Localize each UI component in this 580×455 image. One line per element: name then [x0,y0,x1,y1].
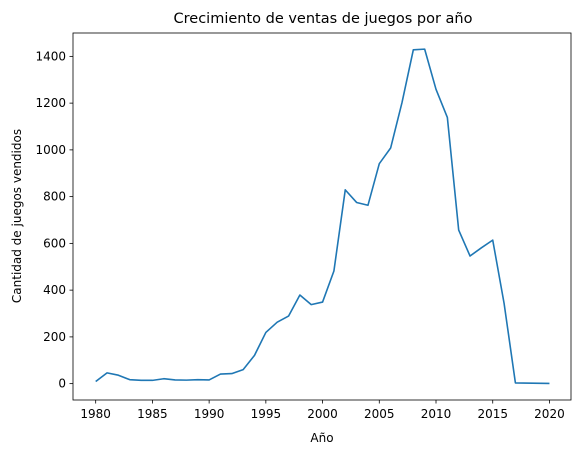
y-tick-label: 800 [43,190,66,204]
sales-line [95,48,550,385]
y-tick-label: 600 [43,236,66,250]
x-tick-label: 1980 [80,407,111,421]
x-tick-label: 1990 [194,407,225,421]
y-axis-ticks: 0 200 400 600 800 1000 1200 1400 [35,49,73,391]
x-axis-ticks: 1980 1985 1990 1995 2000 2005 2010 2015 2020 [80,400,565,421]
y-tick-label: 200 [43,330,66,344]
x-tick-label: 1995 [251,407,282,421]
y-tick-label: 1400 [35,49,66,63]
y-tick-label: 400 [43,283,66,297]
x-tick-label: 2000 [307,407,338,421]
y-tick-label: 1200 [35,96,66,110]
chart-title: Crecimiento de ventas de juegos por año [174,11,473,27]
x-axis-label: Año [310,431,333,445]
x-tick-label: 2015 [477,407,508,421]
x-tick-label: 1985 [137,407,168,421]
x-tick-label: 2010 [421,407,452,421]
x-tick-label: 2020 [534,407,565,421]
x-tick-label: 2005 [364,407,395,421]
y-tick-label: 0 [58,377,66,391]
y-tick-label: 1000 [35,143,66,157]
y-axis-label: Cantidad de juegos vendidos [10,129,24,303]
plot-frame [72,32,572,401]
